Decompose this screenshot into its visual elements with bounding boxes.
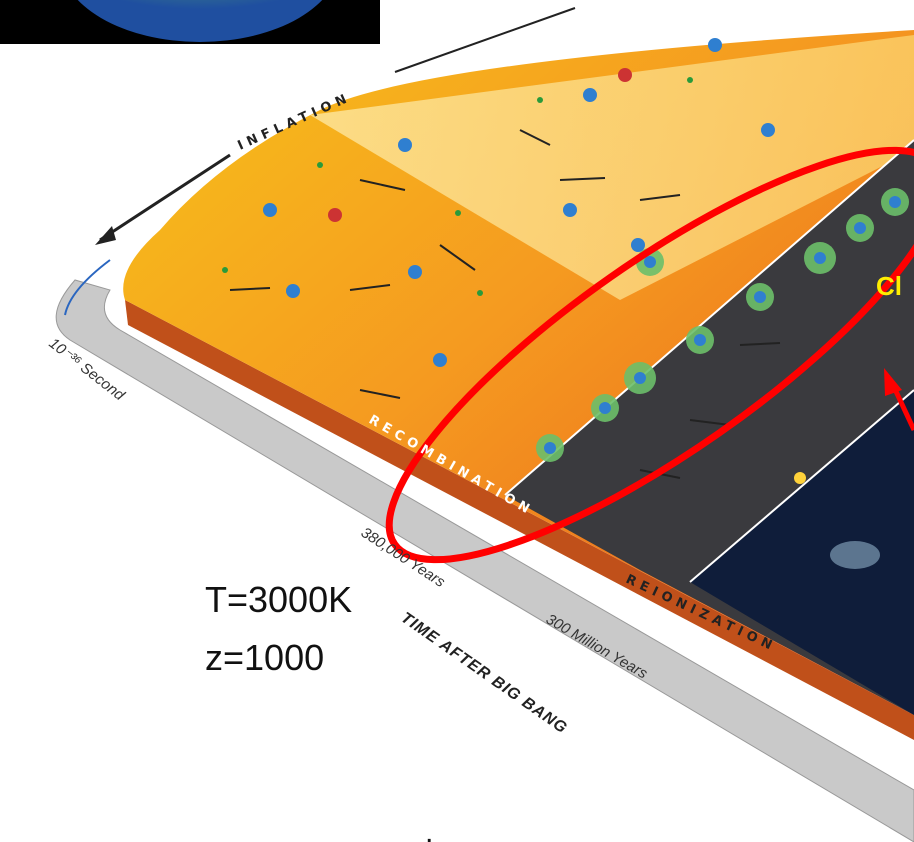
temperature-note: T=3000K — [205, 579, 352, 620]
galaxy-cloud — [830, 541, 880, 569]
arrow-head — [95, 226, 116, 245]
illustration: INFLATION RECOMBINATION REIONIZATION 10⁻… — [0, 0, 914, 842]
first-star — [794, 472, 806, 484]
redshift-note: z=1000 — [205, 637, 324, 678]
stray-mark: , — [425, 816, 433, 842]
time-axis-label: TIME AFTER BIG BANG — [398, 609, 571, 737]
cmb-inset — [0, 0, 380, 44]
cut-label: Cl — [876, 271, 902, 301]
